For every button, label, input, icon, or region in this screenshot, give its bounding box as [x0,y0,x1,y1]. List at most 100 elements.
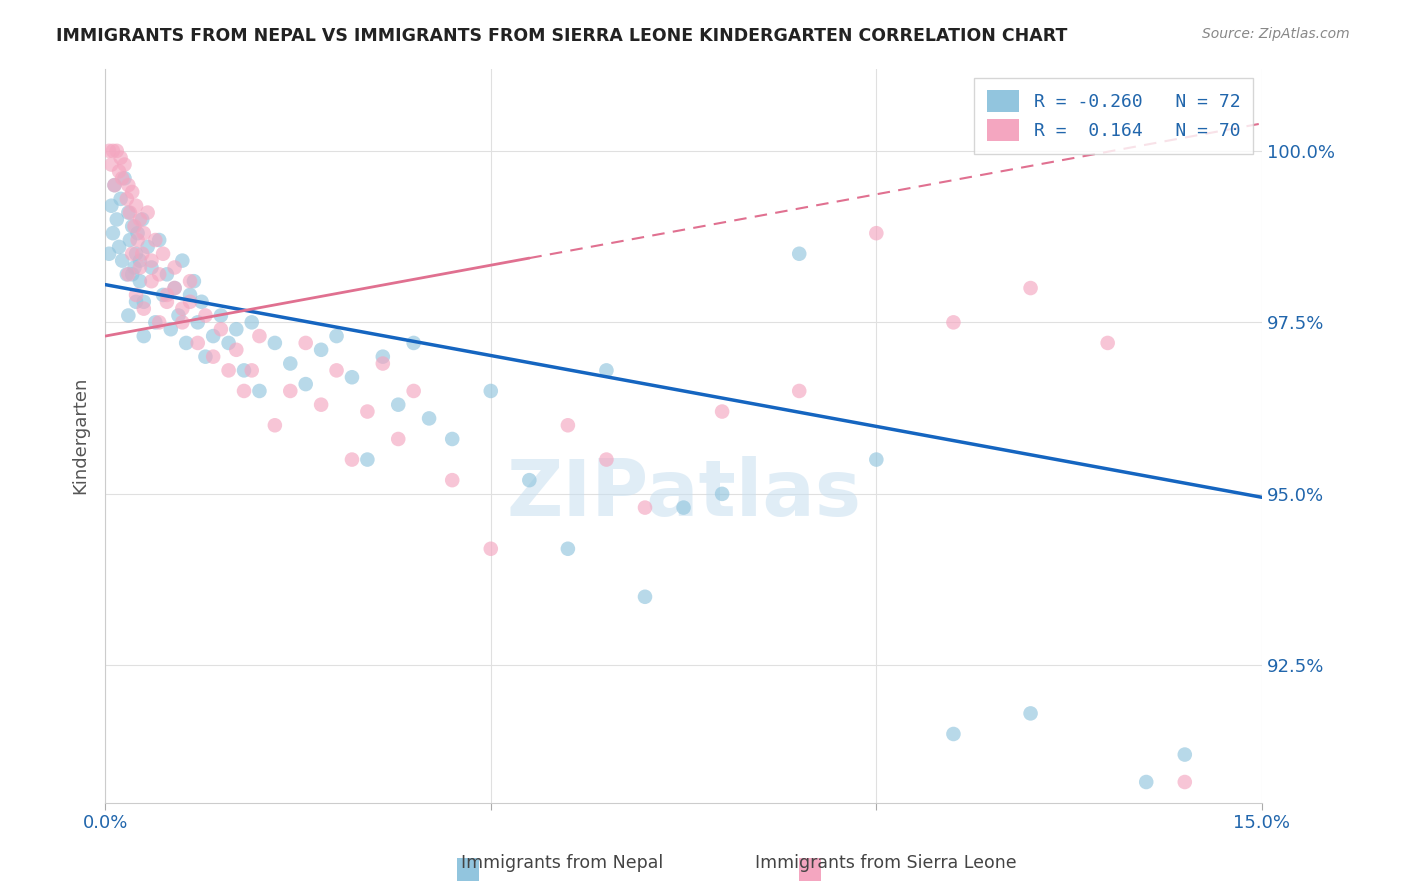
Point [1019,281,1042,295]
Point [125,199,148,213]
Point [218,363,240,377]
Point [163,281,186,295]
Point [174,335,197,350]
Point [148,233,170,247]
Point [187,315,209,329]
Point [98,144,121,158]
Point [1135,775,1157,789]
Point [159,322,181,336]
Point [179,288,201,302]
Point [121,246,143,260]
Point [325,329,347,343]
Point [356,404,378,418]
Point [865,226,887,240]
Point [172,301,194,316]
Point [441,473,464,487]
Point [148,268,170,282]
Point [143,315,166,329]
Point [129,253,152,268]
Point [127,226,149,240]
Point [156,268,179,282]
Point [1019,706,1042,721]
Point [402,335,425,350]
Point [98,246,121,260]
Point [787,246,810,260]
Point [1174,775,1197,789]
Point [263,335,285,350]
Point [105,144,128,158]
Text: Immigrants from Nepal: Immigrants from Nepal [461,855,664,872]
Point [103,178,125,193]
Point [114,157,136,171]
Point [129,212,152,227]
Point [1097,335,1119,350]
Point [942,315,965,329]
Point [118,233,141,247]
Point [402,384,425,398]
Point [143,233,166,247]
Point [124,219,146,234]
Point [278,384,301,398]
Point [233,363,256,377]
Point [117,178,139,193]
Text: IMMIGRANTS FROM NEPAL VS IMMIGRANTS FROM SIERRA LEONE KINDERGARTEN CORRELATION C: IMMIGRANTS FROM NEPAL VS IMMIGRANTS FROM… [56,27,1067,45]
Point [340,452,363,467]
Point [131,212,153,227]
Point [634,590,657,604]
Point [117,268,139,282]
Point [111,171,134,186]
Point [209,309,232,323]
Point [129,274,152,288]
Point [711,487,734,501]
Point [156,288,179,302]
Y-axis label: Kindergarten: Kindergarten [72,376,89,494]
Point [294,377,316,392]
Point [557,418,579,433]
Point [100,199,122,213]
Point [132,329,155,343]
Point [595,452,617,467]
Point [249,329,271,343]
Point [125,246,148,260]
Point [309,343,332,357]
Point [278,357,301,371]
Point [121,185,143,199]
Point [136,205,159,219]
Point [1174,747,1197,762]
Point [118,205,141,219]
Point [141,260,163,275]
Point [115,268,138,282]
Point [202,350,225,364]
Legend: R = -0.260   N = 72, R =  0.164   N = 70: R = -0.260 N = 72, R = 0.164 N = 70 [974,78,1253,154]
Point [418,411,440,425]
Point [187,335,209,350]
Point [194,350,217,364]
Point [787,384,810,398]
Point [179,274,201,288]
Point [942,727,965,741]
Point [371,357,394,371]
Point [672,500,695,515]
Point [127,233,149,247]
Point [865,452,887,467]
Point [479,384,502,398]
Point [595,363,617,377]
Point [136,240,159,254]
Point [132,226,155,240]
Point [356,452,378,467]
Point [163,281,186,295]
Point [141,274,163,288]
Point [249,384,271,398]
Point [340,370,363,384]
Point [148,315,170,329]
Point [125,294,148,309]
Point [163,260,186,275]
Point [557,541,579,556]
Text: Source: ZipAtlas.com: Source: ZipAtlas.com [1202,27,1350,41]
Point [172,253,194,268]
Point [152,288,174,302]
Point [121,268,143,282]
Point [132,294,155,309]
Point [202,329,225,343]
Point [225,343,247,357]
